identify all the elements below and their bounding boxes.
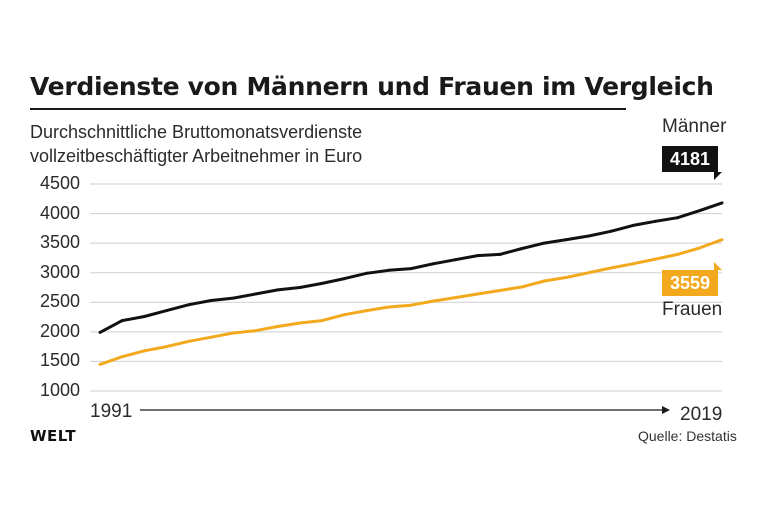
data-point-women-2004 — [387, 305, 391, 309]
data-point-men-1996 — [209, 299, 213, 302]
welt-logo: WELT — [30, 427, 77, 445]
x-axis-end-label: 2019 — [680, 404, 723, 425]
chart-subtitle: Durchschnittliche Bruttomonatsverdienste… — [30, 120, 362, 168]
data-point-men-2003 — [365, 271, 369, 275]
source-note: Quelle: Destatis — [638, 428, 737, 444]
data-point-women-2000 — [298, 321, 302, 325]
data-point-women-1997 — [231, 331, 235, 335]
data-point-men-1991 — [98, 330, 102, 334]
data-point-men-2009 — [498, 252, 502, 256]
data-point-men-2008 — [476, 254, 480, 258]
data-point-women-1991 — [98, 362, 102, 366]
data-point-men-1999 — [276, 288, 280, 292]
data-point-men-2007 — [453, 258, 457, 262]
data-point-men-2011 — [542, 241, 546, 245]
series-name-women: Frauen — [662, 299, 723, 320]
data-point-women-2008 — [476, 292, 480, 296]
data-point-women-2003 — [365, 309, 369, 313]
y-tick-label-1000: 1000 — [39, 380, 80, 400]
y-tick-label-2500: 2500 — [39, 291, 80, 312]
data-point-women-2009 — [498, 289, 502, 292]
data-point-men-2015 — [631, 223, 635, 227]
title-underline — [30, 108, 626, 110]
badge-pointer-women — [714, 262, 722, 270]
data-point-men-2005 — [409, 267, 413, 271]
data-point-women-1993 — [142, 349, 146, 353]
data-point-women-2010 — [520, 285, 524, 289]
data-point-men-2016 — [653, 219, 657, 223]
subtitle-line-2: vollzeitbeschäftigter Arbeitnehmer in Eu… — [30, 146, 363, 166]
data-point-men-2006 — [431, 262, 435, 266]
data-point-women-1996 — [209, 335, 213, 339]
data-point-men-1992 — [120, 319, 124, 323]
data-point-men-1995 — [187, 303, 191, 307]
data-point-women-2015 — [631, 262, 635, 266]
data-point-women-2011 — [542, 279, 546, 283]
data-point-women-1992 — [120, 355, 124, 359]
data-point-men-1993 — [142, 315, 146, 318]
y-tick-label-3000: 3000 — [39, 261, 80, 282]
data-point-women-2012 — [565, 275, 568, 279]
data-point-women-2017 — [676, 252, 680, 256]
data-point-women-2016 — [653, 257, 657, 261]
data-point-men-1998 — [254, 292, 257, 296]
data-point-men-2004 — [387, 268, 391, 272]
subtitle-line-1: Durchschnittliche Bruttomonatsverdienste — [30, 122, 363, 142]
series-name-men: Männer — [662, 116, 727, 137]
y-tick-label-4000: 4000 — [39, 202, 80, 223]
end-value-badge-women: 3559 — [662, 270, 719, 296]
badge-pointer-men — [714, 172, 722, 180]
data-point-men-2013 — [587, 234, 591, 238]
data-point-women-2001 — [320, 319, 324, 323]
data-point-women-1998 — [254, 329, 257, 333]
data-point-women-2007 — [453, 296, 457, 300]
data-point-men-2019 — [720, 201, 724, 205]
data-point-men-1994 — [165, 309, 169, 313]
data-point-women-2014 — [609, 266, 613, 270]
data-point-men-2017 — [676, 216, 680, 220]
data-point-men-2012 — [565, 238, 568, 242]
data-point-women-2019 — [720, 238, 724, 242]
end-value-badge-men: 4181 — [662, 146, 719, 172]
data-point-men-2001 — [320, 281, 324, 285]
data-point-women-2005 — [409, 303, 413, 307]
x-axis-start-label: 1991 — [90, 401, 133, 422]
x-axis-arrow-head — [662, 406, 670, 414]
data-point-women-1999 — [276, 325, 280, 328]
chart-title: Verdienste von Männern und Frauen im Ver… — [30, 72, 714, 101]
data-point-women-2006 — [431, 299, 435, 303]
data-point-women-1995 — [187, 339, 191, 343]
data-point-women-2013 — [587, 271, 591, 275]
data-point-women-2002 — [342, 313, 346, 317]
data-point-men-2014 — [609, 229, 613, 233]
y-tick-label-4500: 4500 — [39, 173, 80, 193]
data-point-men-2018 — [698, 209, 702, 213]
data-point-men-2000 — [298, 286, 302, 289]
y-tick-label-3500: 3500 — [39, 232, 80, 253]
y-tick-label-2000: 2000 — [39, 320, 80, 341]
data-point-men-2010 — [520, 247, 524, 250]
y-tick-label-1500: 1500 — [39, 350, 80, 371]
data-point-women-2018 — [698, 246, 702, 250]
data-point-men-2002 — [342, 277, 346, 281]
data-point-men-1997 — [231, 296, 235, 300]
data-point-women-1994 — [165, 345, 169, 349]
